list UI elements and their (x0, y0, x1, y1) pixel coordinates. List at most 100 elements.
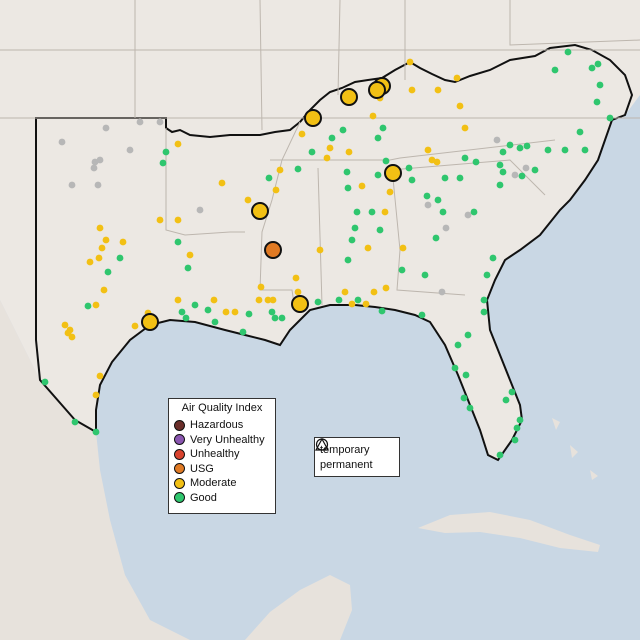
monitor-site-moderate[interactable] (364, 244, 372, 252)
monitor-site-good[interactable] (265, 174, 273, 182)
monitor-site-good[interactable] (480, 308, 488, 316)
monitor-site-good[interactable] (368, 208, 376, 216)
monitor-site-good[interactable] (462, 371, 470, 379)
monitor-site-good[interactable] (182, 314, 190, 322)
monitor-site-good[interactable] (398, 266, 406, 274)
monitor-site-moderate[interactable] (86, 258, 94, 266)
monitor-site-good[interactable] (508, 388, 516, 396)
monitor-site-moderate[interactable] (231, 308, 239, 316)
monitor-site-moderate[interactable] (100, 286, 108, 294)
monitor-site-good[interactable] (460, 394, 468, 402)
monitor-site-good[interactable] (268, 308, 276, 316)
monitor-site-good[interactable] (104, 268, 112, 276)
monitor-site-good[interactable] (506, 141, 514, 149)
monitor-site-good[interactable] (308, 148, 316, 156)
monitor-site-moderate[interactable] (92, 301, 100, 309)
monitor-site-moderate[interactable] (269, 296, 277, 304)
monitor-site-moderate[interactable] (174, 216, 182, 224)
monitor-site-good[interactable] (191, 301, 199, 309)
monitor-site-moderate[interactable] (156, 216, 164, 224)
monitor-site-moderate[interactable] (408, 86, 416, 94)
monitor-site-good[interactable] (441, 174, 449, 182)
monitor-site-good[interactable] (576, 128, 584, 136)
monitor-site-good[interactable] (439, 208, 447, 216)
monitor-site-good[interactable] (335, 296, 343, 304)
monitor-site-good[interactable] (204, 306, 212, 314)
monitor-site-good[interactable] (499, 148, 507, 156)
monitor-site-nodata[interactable] (438, 288, 446, 296)
monitor-site-good[interactable] (354, 296, 362, 304)
monitor-site-nodata[interactable] (464, 211, 472, 219)
monitor-site-good[interactable] (239, 328, 247, 336)
monitor-site-good[interactable] (544, 146, 552, 154)
monitor-site-good[interactable] (461, 154, 469, 162)
monitor-site-moderate[interactable] (399, 244, 407, 252)
monitor-site-moderate[interactable] (292, 274, 300, 282)
monitor-site-moderate[interactable] (210, 296, 218, 304)
monitor-site-good[interactable] (353, 208, 361, 216)
monitor-site-good[interactable] (116, 254, 124, 262)
monitor-site-moderate[interactable] (174, 140, 182, 148)
monitor-site-moderate[interactable] (362, 300, 370, 308)
monitor-site-good[interactable] (588, 64, 596, 72)
monitor-site-good[interactable] (71, 418, 79, 426)
monitor-site-good[interactable] (432, 234, 440, 242)
monitor-site-good[interactable] (464, 331, 472, 339)
monitor-site-good[interactable] (344, 184, 352, 192)
monitor-site-good[interactable] (472, 158, 480, 166)
monitor-site-good[interactable] (606, 114, 614, 122)
monitor-site-moderate[interactable] (370, 288, 378, 296)
monitor-site-moderate[interactable] (102, 236, 110, 244)
monitor-site-moderate[interactable] (96, 224, 104, 232)
monitor-site-moderate[interactable] (461, 124, 469, 132)
monitor-site-nodata[interactable] (126, 146, 134, 154)
monitor-site-good[interactable] (480, 296, 488, 304)
monitor-site-moderate[interactable] (276, 166, 284, 174)
monitor-site-moderate[interactable] (434, 86, 442, 94)
monitor-site-moderate[interactable] (386, 188, 394, 196)
monitor-site-good[interactable] (511, 436, 519, 444)
monitor-site-good[interactable] (581, 146, 589, 154)
monitor-site-moderate[interactable] (272, 186, 280, 194)
monitor-site-good[interactable] (378, 307, 386, 315)
monitor-site-good[interactable] (470, 208, 478, 216)
monitor-site-moderate[interactable] (186, 251, 194, 259)
monitor-site-good[interactable] (551, 66, 559, 74)
monitor-site-good[interactable] (328, 134, 336, 142)
monitor-site-moderate[interactable] (222, 308, 230, 316)
monitor-site-good[interactable] (314, 298, 322, 306)
monitor-site-moderate[interactable] (456, 102, 464, 110)
monitor-site-moderate[interactable] (316, 246, 324, 254)
monitor-site-moderate[interactable] (131, 322, 139, 330)
monitor-site-moderate[interactable] (358, 182, 366, 190)
monitor-site-moderate[interactable] (244, 196, 252, 204)
monitor-site-nodata[interactable] (136, 118, 144, 126)
monitor-site-moderate[interactable] (345, 148, 353, 156)
monitor-site-good[interactable] (502, 396, 510, 404)
monitor-site-good[interactable] (531, 166, 539, 174)
monitor-site-good[interactable] (278, 314, 286, 322)
monitor-site-moderate[interactable] (424, 146, 432, 154)
monitor-site-good[interactable] (418, 311, 426, 319)
monitor-site-good[interactable] (348, 236, 356, 244)
monitor-site-good[interactable] (376, 226, 384, 234)
monitor-site-good[interactable] (374, 171, 382, 179)
monitor-site-good[interactable] (593, 98, 601, 106)
monitor-site-good[interactable] (174, 238, 182, 246)
temporary-monitor-usg[interactable] (264, 241, 282, 259)
temporary-monitor-moderate[interactable] (368, 81, 386, 99)
monitor-site-good[interactable] (489, 254, 497, 262)
temporary-monitor-moderate[interactable] (384, 164, 402, 182)
monitor-site-good[interactable] (178, 308, 186, 316)
monitor-site-good[interactable] (454, 341, 462, 349)
monitor-site-good[interactable] (496, 181, 504, 189)
monitor-site-moderate[interactable] (453, 74, 461, 82)
monitor-site-nodata[interactable] (102, 124, 110, 132)
monitor-site-nodata[interactable] (424, 201, 432, 209)
monitor-site-moderate[interactable] (348, 300, 356, 308)
monitor-site-good[interactable] (434, 196, 442, 204)
monitor-site-nodata[interactable] (493, 136, 501, 144)
monitor-site-good[interactable] (382, 157, 390, 165)
monitor-site-good[interactable] (408, 176, 416, 184)
